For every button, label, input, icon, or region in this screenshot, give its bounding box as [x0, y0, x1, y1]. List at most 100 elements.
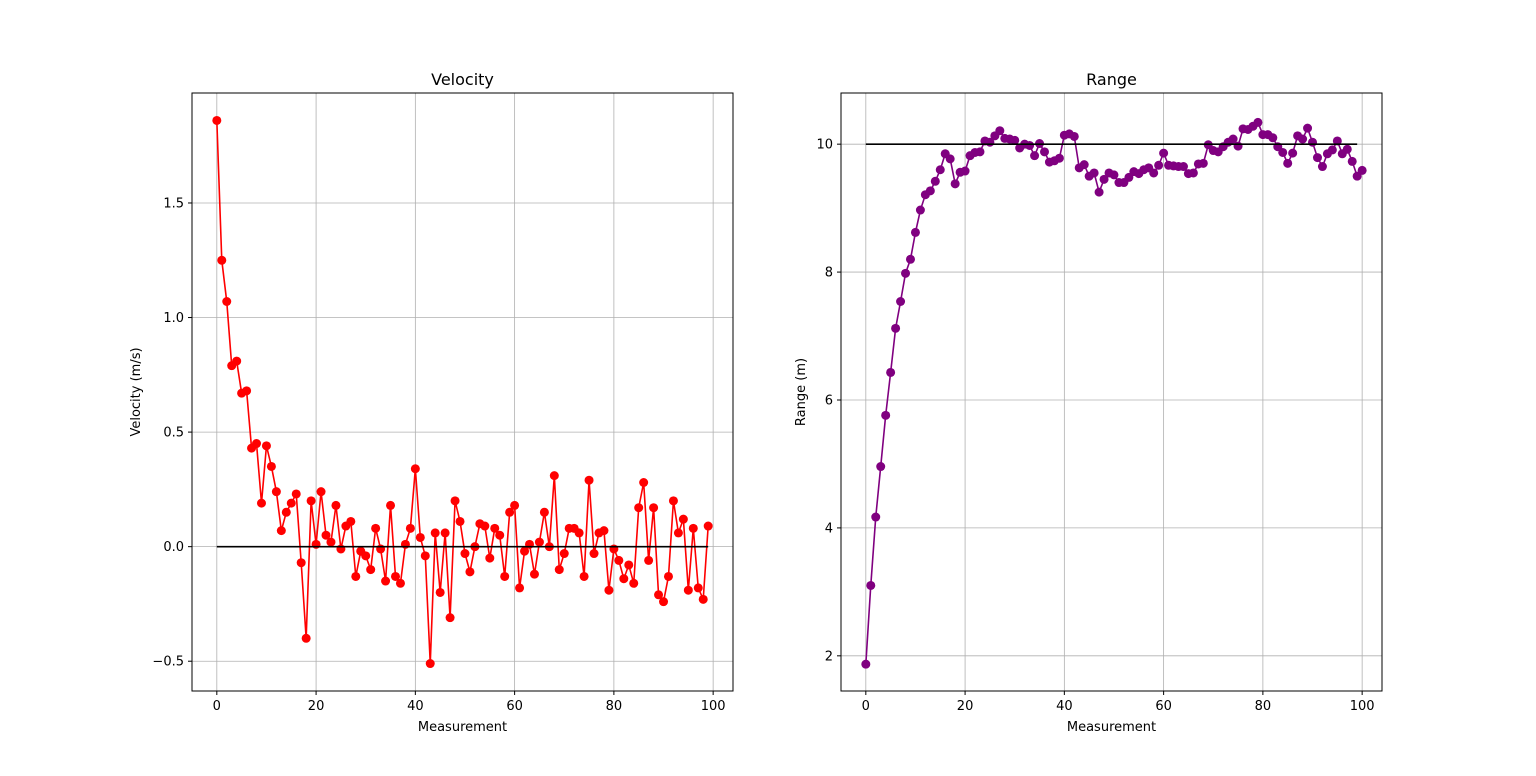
- velocity-data-point: [306, 496, 316, 506]
- velocity-data-point: [361, 551, 371, 561]
- range-data-point: [881, 410, 891, 420]
- range-series: [861, 117, 1367, 669]
- velocity-data-point: [505, 507, 515, 517]
- range-data-point: [1010, 135, 1020, 145]
- velocity-data-point: [614, 555, 624, 565]
- velocity-data-point: [435, 587, 445, 597]
- velocity-data-point: [301, 633, 311, 643]
- range-x-tick-label: 0: [862, 699, 870, 714]
- velocity-data-point: [440, 528, 450, 538]
- range-y-tick-label: 8: [825, 266, 833, 281]
- range-x-axis-label: Measurement: [1067, 720, 1156, 735]
- velocity-x-tick-label: 40: [407, 699, 424, 714]
- velocity-data-point: [256, 498, 266, 508]
- velocity-y-tick-label: 0.0: [163, 540, 184, 555]
- range-data-point: [1253, 117, 1263, 127]
- velocity-data-point: [520, 546, 530, 556]
- velocity-data-point: [534, 537, 544, 547]
- range-data-point: [871, 512, 881, 522]
- range-data-point: [901, 268, 911, 278]
- velocity-data-point: [668, 496, 678, 506]
- velocity-chart-title: Velocity: [431, 70, 494, 89]
- velocity-data-point: [336, 544, 346, 554]
- range-ticks: 0 20 40 60 80 100 2 4 6 8 10: [816, 138, 1374, 714]
- velocity-data-point: [311, 539, 321, 549]
- range-y-tick-label: 6: [825, 393, 833, 408]
- range-data-point: [910, 227, 920, 237]
- velocity-data-point: [346, 516, 356, 526]
- range-data-point: [1347, 156, 1357, 166]
- range-data-point: [1054, 153, 1064, 163]
- range-data-point: [866, 580, 876, 590]
- range-data-point: [1327, 145, 1337, 155]
- velocity-data-point: [698, 594, 708, 604]
- velocity-data-point: [296, 558, 306, 568]
- velocity-data-point: [410, 464, 420, 474]
- velocity-data-point: [495, 530, 505, 540]
- range-data-point: [1099, 174, 1109, 184]
- velocity-data-point: [609, 544, 619, 554]
- velocity-data-point: [634, 503, 644, 513]
- velocity-ticks: 0 20 40 60 80 100 −0.5 0.0 0.5 1.0 1.5: [152, 196, 725, 714]
- velocity-data-point: [455, 516, 465, 526]
- range-x-tick-label: 40: [1056, 699, 1073, 714]
- range-data-point: [960, 166, 970, 176]
- velocity-data-point: [554, 565, 564, 575]
- range-data-point: [891, 323, 901, 333]
- range-data-point: [896, 297, 906, 306]
- velocity-data-point: [261, 441, 271, 451]
- velocity-data-point: [351, 571, 361, 581]
- velocity-data-point: [326, 537, 336, 547]
- velocity-data-point: [549, 471, 559, 481]
- velocity-x-tick-label: 0: [213, 699, 221, 714]
- velocity-data-point: [663, 571, 673, 581]
- range-data-point: [1089, 168, 1099, 178]
- velocity-data-point: [465, 567, 475, 577]
- velocity-x-tick-label: 20: [308, 699, 325, 714]
- velocity-data-point: [445, 613, 455, 623]
- range-data-point: [1030, 151, 1040, 161]
- velocity-gridlines: [192, 93, 733, 691]
- velocity-data-point: [386, 500, 396, 510]
- range-data-point: [1069, 131, 1079, 141]
- velocity-data-point: [420, 551, 430, 561]
- velocity-data-point: [252, 439, 262, 449]
- velocity-data-point: [559, 549, 569, 559]
- range-chart: 0 20 40 60 80 100 2 4 6 8 10 Range Measurement Ran…: [794, 70, 1383, 735]
- velocity-data-point: [450, 496, 460, 506]
- velocity-data-point: [485, 553, 495, 563]
- range-data-point: [950, 179, 960, 189]
- velocity-x-tick-label: 80: [606, 699, 623, 714]
- velocity-data-point: [599, 526, 609, 536]
- range-data-point: [1278, 147, 1288, 157]
- range-data-point: [1288, 148, 1298, 158]
- velocity-data-point: [480, 521, 490, 531]
- velocity-data-point: [430, 528, 440, 538]
- range-data-point: [1268, 133, 1278, 143]
- velocity-data-point: [619, 574, 629, 584]
- velocity-data-point: [376, 544, 386, 554]
- velocity-data-point: [366, 565, 376, 575]
- velocity-data-point: [584, 475, 594, 485]
- range-y-tick-label: 4: [825, 521, 833, 536]
- velocity-data-point: [688, 523, 698, 533]
- velocity-data-point: [222, 297, 232, 306]
- velocity-data-point: [678, 514, 688, 524]
- range-data-point: [1040, 147, 1049, 157]
- range-data-point: [930, 176, 940, 186]
- velocity-data-point: [242, 386, 252, 396]
- velocity-y-tick-label: 1.5: [163, 196, 184, 211]
- range-data-point: [1188, 168, 1198, 178]
- velocity-data-point: [654, 590, 664, 600]
- velocity-data-point: [629, 578, 639, 588]
- velocity-data-point: [515, 583, 525, 593]
- velocity-data-point: [589, 549, 599, 559]
- range-x-tick-label: 100: [1350, 699, 1375, 714]
- range-data-point: [1178, 162, 1188, 172]
- range-data-point: [1154, 160, 1164, 170]
- velocity-data-point: [405, 523, 415, 533]
- range-axes-frame: [840, 92, 1383, 692]
- velocity-data-point: [529, 569, 539, 579]
